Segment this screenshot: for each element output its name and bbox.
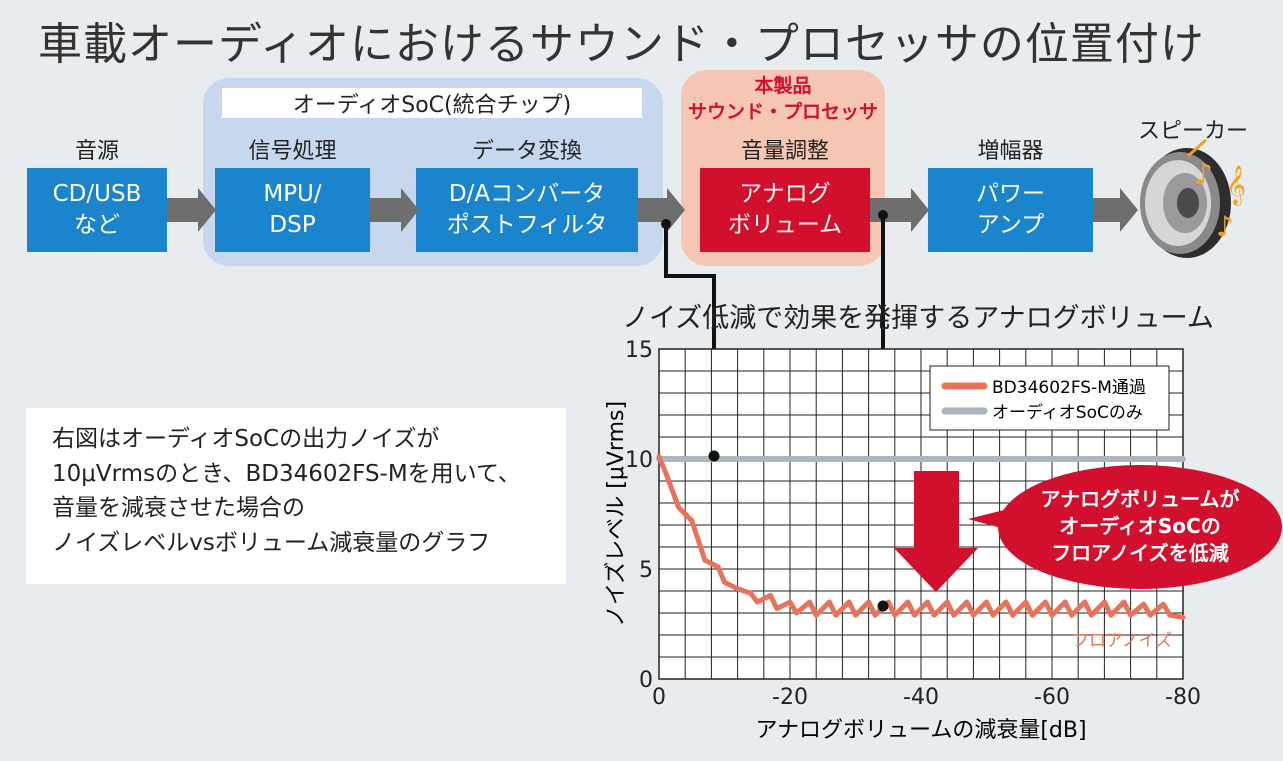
box-text: アナログ xyxy=(739,180,831,207)
music-notes-icon: ♪ 𝄞 ♪ xyxy=(1187,138,1246,243)
connector-dot xyxy=(877,600,889,612)
product-label: 本製品 サウンド・プロセッサ xyxy=(681,74,885,125)
x-tick-label: 0 xyxy=(652,685,666,710)
note-line: 右図はオーディオSoCの出力ノイズが xyxy=(52,426,440,452)
stage-label-source: 音源 xyxy=(74,139,119,164)
legend-label: BD34602FS-M通過 xyxy=(992,378,1146,398)
series-line-bd34602fs-m xyxy=(656,454,1186,620)
callout-text: フロアノイズを低減 xyxy=(1051,541,1229,565)
soc-label: オーディオSoC(統合チップ) xyxy=(222,88,642,118)
mpu-dsp-box: MPU/ DSP xyxy=(215,168,370,252)
box-text: パワー xyxy=(976,180,1045,207)
svg-text:𝄞: 𝄞 xyxy=(1226,165,1246,206)
box-text: DSP xyxy=(269,212,316,238)
flow-arrow-icon xyxy=(638,188,685,232)
y-axis-label: ノイズレベル [μVrms] xyxy=(604,401,629,627)
product-label-line: サウンド・プロセッサ xyxy=(687,100,878,123)
power-amp-box: パワー アンプ xyxy=(928,168,1093,252)
callout-text: アナログボリュームが xyxy=(1041,487,1240,511)
y-tick-label: 0 xyxy=(639,668,653,693)
flow-arrow-icon xyxy=(870,188,929,232)
y-tick-label: 5 xyxy=(639,558,653,583)
connector-dot xyxy=(878,210,888,220)
box-text: ボリューム xyxy=(727,212,843,238)
connector-dot xyxy=(708,450,720,462)
source-box: CD/USB など xyxy=(27,168,167,252)
box-text: D/Aコンバータ xyxy=(448,180,606,207)
note-line: 音量を減衰させた場合の xyxy=(52,495,305,521)
page-title: 車載オーディオにおけるサウンド・プロセッサの位置付け xyxy=(38,19,1205,70)
down-arrow-icon xyxy=(894,471,978,592)
stage-label-volume: 音量調整 xyxy=(740,139,829,164)
x-tick-label: -20 xyxy=(772,685,808,710)
analog-volume-box: アナログ ボリューム xyxy=(700,168,870,252)
box-text: CD/USB xyxy=(52,180,142,207)
stage-label-data-conversion: データ変換 xyxy=(471,139,582,164)
connector-dot xyxy=(661,219,671,229)
x-tick-label: -40 xyxy=(903,685,939,710)
flow-arrow-icon xyxy=(167,188,216,232)
note-line: 10μVrmsのとき、BD34602FS-Mを用いて、 xyxy=(52,460,521,487)
flow-arrow-icon xyxy=(1093,188,1138,232)
y-tick-label: 10 xyxy=(625,448,653,473)
callout-bubble: アナログボリュームが オーディオSoCの フロアノイズを低減 xyxy=(968,465,1282,589)
speaker-label: スピーカー xyxy=(1137,119,1248,144)
stage-label-signal-processing: 信号処理 xyxy=(248,139,337,164)
note-line: ノイズレベルvsボリューム減衰量のグラフ xyxy=(52,529,491,556)
note-box: 右図はオーディオSoCの出力ノイズが 10μVrmsのとき、BD34602FS-… xyxy=(26,408,566,584)
chart-legend: BD34602FS-M通過 オーディオSoCのみ xyxy=(929,365,1170,431)
y-tick-label: 15 xyxy=(625,338,653,363)
box-text: アンプ xyxy=(976,212,1045,238)
svg-text:♪: ♪ xyxy=(1194,157,1213,192)
legend-label: オーディオSoCのみ xyxy=(992,402,1143,423)
box-text: MPU/ xyxy=(263,180,322,207)
svg-text:♪: ♪ xyxy=(1216,210,1234,243)
stage-label-amplifier: 増幅器 xyxy=(977,139,1044,164)
noise-level-chart: 0 -20 -40 -60 -80 0 5 10 15 アナログボリュームの減衰量[dB] ノイ… xyxy=(604,338,1201,743)
product-label-line: 本製品 xyxy=(754,75,812,97)
callout-text: オーディオSoCの xyxy=(1059,514,1220,538)
x-tick-label: -80 xyxy=(1165,685,1201,710)
box-text: など xyxy=(74,212,120,238)
floor-noise-label: フロアノイズ xyxy=(1072,631,1172,651)
box-text: ポストフィルタ xyxy=(446,212,608,238)
speaker-icon xyxy=(1140,148,1231,258)
chart-heading: ノイズ低減で効果を発揮するアナログボリューム xyxy=(622,303,1214,334)
da-converter-box: D/Aコンバータ ポストフィルタ xyxy=(416,168,638,252)
x-tick-label: -60 xyxy=(1034,685,1070,710)
flow-arrow-icon xyxy=(370,188,419,232)
x-axis-label: アナログボリュームの減衰量[dB] xyxy=(755,718,1086,743)
